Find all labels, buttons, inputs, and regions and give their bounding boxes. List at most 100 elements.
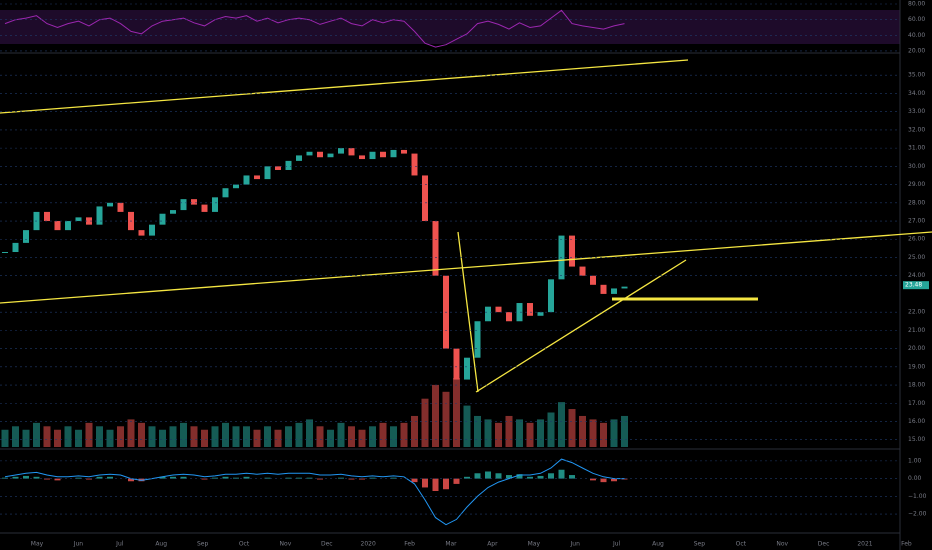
x-tick-label: Jul <box>115 541 124 548</box>
y-tick-label: −1.00 <box>908 493 927 500</box>
y-tick-label: 60.00 <box>908 16 925 23</box>
volume-bar <box>442 391 450 447</box>
y-tick-label: 15.00 <box>908 436 925 443</box>
macd-histogram-bar <box>222 476 229 479</box>
macd-histogram-bar <box>306 477 313 479</box>
macd-histogram-bar <box>338 477 344 479</box>
volume-bar <box>400 422 408 447</box>
macd-histogram-bar <box>86 478 92 480</box>
x-tick-label: Aug <box>155 541 167 548</box>
macd-histogram-bar <box>12 476 19 479</box>
macd-histogram-bar <box>558 469 565 479</box>
volume-bar <box>127 419 135 447</box>
macd-histogram-bar <box>422 478 428 488</box>
macd-histogram-bar <box>264 477 271 479</box>
volume-bar <box>463 405 471 447</box>
trend-line <box>475 259 687 393</box>
y-tick-label: 21.00 <box>908 327 925 334</box>
candle <box>422 175 428 222</box>
volume-bar <box>190 426 198 447</box>
volume-bar <box>358 429 366 447</box>
candle <box>54 221 61 231</box>
volume-bar <box>211 426 219 447</box>
volume-bar <box>148 426 156 447</box>
y-tick-label: 80.00 <box>908 0 925 7</box>
y-tick-label: 16.00 <box>908 418 925 425</box>
volume-bar <box>75 429 82 447</box>
candle <box>348 148 355 156</box>
candle <box>327 153 334 158</box>
y-tick-label: 34.00 <box>908 90 925 97</box>
volume-bar <box>96 426 103 447</box>
candle <box>548 279 554 313</box>
candle <box>474 321 481 358</box>
y-tick-label: 27.00 <box>908 218 925 225</box>
volume-bar <box>390 426 397 447</box>
macd-histogram-bar <box>369 477 376 479</box>
y-tick-label: 18.00 <box>908 382 925 389</box>
candle <box>201 204 208 212</box>
x-tick-label: Mar <box>445 541 457 548</box>
candle <box>579 266 586 276</box>
y-tick-label: 29.00 <box>908 181 925 188</box>
candle <box>275 166 281 170</box>
volume-bar <box>117 426 124 447</box>
volume-bar <box>600 422 607 447</box>
volume-bar <box>106 429 114 447</box>
volume-bar <box>232 426 240 447</box>
macd-histogram-bar <box>527 476 533 479</box>
macd-histogram-bar <box>548 473 554 479</box>
x-tick-label: May <box>528 541 541 548</box>
macd-histogram-bar <box>317 478 323 480</box>
y-tick-label: 35.00 <box>908 72 925 79</box>
candle <box>338 148 344 154</box>
candle <box>401 149 407 154</box>
y-tick-label: 40.00 <box>908 32 925 39</box>
candle <box>600 284 607 294</box>
macd-histogram-bar <box>506 475 512 479</box>
macd-histogram-bar <box>390 477 397 479</box>
macd-histogram-bar <box>611 478 617 482</box>
volume-bar <box>201 429 208 447</box>
y-tick-label: 20.00 <box>908 47 925 54</box>
candle <box>380 151 386 158</box>
y-tick-label: 25.00 <box>908 254 925 261</box>
y-tick-label: 31.00 <box>908 145 925 152</box>
y-tick-label: 33.00 <box>908 108 925 115</box>
macd-histogram-bar <box>75 477 82 479</box>
volume-bar <box>285 426 292 447</box>
volume-bar <box>1 429 9 447</box>
macd-histogram-bar <box>348 478 355 480</box>
drawings <box>0 59 932 393</box>
rsi-line <box>4 9 625 48</box>
volume-bar <box>621 415 628 447</box>
y-tick-label: 22.00 <box>908 309 925 316</box>
trend-line <box>457 231 479 393</box>
macd-histogram-bar <box>96 476 103 479</box>
candle <box>138 230 145 236</box>
macd-histogram-bar <box>2 477 8 479</box>
macd-histogram-bar <box>453 478 460 484</box>
x-tick-label: May <box>31 541 44 548</box>
volume-bar <box>348 426 355 447</box>
candle <box>2 252 8 253</box>
volume-bar <box>589 419 597 447</box>
volume-bar <box>316 426 324 447</box>
candle <box>254 175 260 180</box>
macd-histogram-bar <box>212 477 218 479</box>
candle <box>621 286 628 289</box>
candle <box>86 217 92 225</box>
macd-histogram-bar <box>23 475 29 479</box>
candle <box>149 224 155 236</box>
candle <box>191 199 197 205</box>
candle <box>317 151 323 158</box>
y-tick-label: 26.00 <box>908 236 925 243</box>
volume-bar <box>33 422 40 447</box>
candle <box>506 312 512 322</box>
x-tick-label: Apr <box>487 541 498 548</box>
x-tick-label: Nov <box>280 541 292 548</box>
last-price-box <box>903 281 929 290</box>
macd-histogram-bar <box>537 475 544 479</box>
